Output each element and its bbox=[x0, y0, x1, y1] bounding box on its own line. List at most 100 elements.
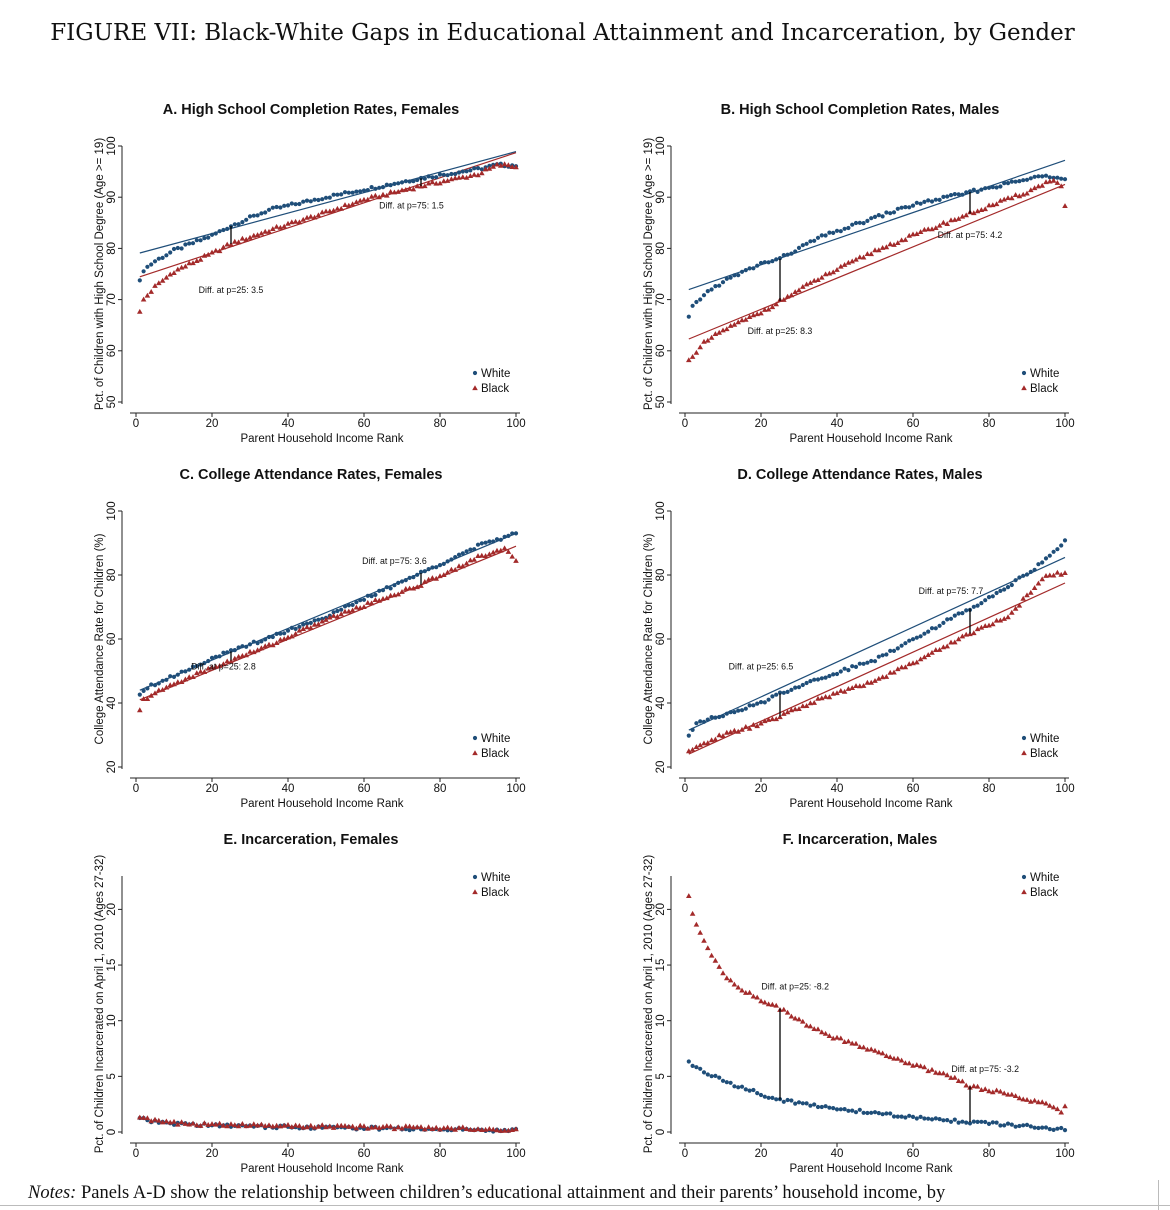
data-point bbox=[898, 664, 905, 670]
data-point bbox=[955, 1078, 962, 1083]
y-tick-label: 0 bbox=[106, 1129, 118, 1135]
data-point bbox=[141, 688, 146, 694]
data-point bbox=[860, 683, 867, 688]
data-point bbox=[879, 674, 886, 680]
data-point bbox=[990, 1089, 996, 1095]
data-point bbox=[853, 664, 859, 670]
data-point bbox=[1039, 182, 1045, 188]
data-point bbox=[240, 220, 245, 225]
data-point bbox=[804, 241, 809, 246]
data-point bbox=[315, 212, 322, 218]
data-point bbox=[240, 644, 245, 649]
data-point bbox=[270, 226, 276, 231]
x-axis-label: Parent Household Income Rank bbox=[789, 1163, 952, 1175]
data-point bbox=[917, 1063, 924, 1069]
data-point bbox=[323, 208, 329, 214]
data-point bbox=[479, 167, 484, 172]
data-point bbox=[1016, 602, 1023, 608]
data-point bbox=[198, 662, 203, 667]
gap-annotation: Diff. at p=25: 8.3 bbox=[748, 326, 813, 336]
data-point bbox=[717, 714, 722, 720]
data-point bbox=[1009, 179, 1014, 184]
data-point bbox=[887, 1054, 893, 1060]
legend-label-white: White bbox=[1030, 733, 1059, 745]
data-point bbox=[475, 542, 481, 547]
data-point bbox=[983, 186, 988, 191]
data-point bbox=[686, 733, 691, 738]
x-tick-label: 100 bbox=[1055, 783, 1074, 795]
data-point bbox=[415, 572, 420, 577]
x-tick-label: 0 bbox=[682, 783, 688, 795]
data-point bbox=[879, 1050, 886, 1056]
data-point bbox=[819, 233, 824, 238]
data-point bbox=[1024, 190, 1030, 196]
data-point bbox=[1005, 614, 1011, 620]
x-tick-label: 40 bbox=[282, 418, 295, 430]
data-point bbox=[975, 189, 980, 194]
data-point bbox=[1012, 1093, 1019, 1098]
data-point bbox=[732, 273, 737, 278]
data-point bbox=[490, 1126, 496, 1132]
data-point bbox=[746, 314, 753, 319]
data-point bbox=[983, 598, 988, 603]
data-point bbox=[1035, 580, 1042, 586]
data-point bbox=[403, 179, 408, 184]
data-point bbox=[1059, 1125, 1064, 1131]
data-point bbox=[716, 329, 722, 335]
y-tick-label: 80 bbox=[655, 569, 667, 582]
data-point bbox=[1020, 595, 1026, 601]
data-point bbox=[842, 666, 847, 671]
data-point bbox=[430, 175, 435, 180]
data-point bbox=[509, 164, 515, 169]
data-point bbox=[482, 553, 489, 558]
data-point bbox=[917, 656, 924, 662]
data-point bbox=[971, 604, 976, 609]
data-point bbox=[838, 1107, 843, 1112]
data-point bbox=[1043, 573, 1049, 578]
data-point bbox=[796, 245, 802, 250]
data-point bbox=[391, 189, 398, 195]
data-point bbox=[1013, 578, 1018, 583]
data-point bbox=[1001, 196, 1007, 202]
data-point bbox=[827, 673, 832, 679]
data-point bbox=[224, 241, 230, 247]
data-point bbox=[232, 238, 238, 244]
data-point bbox=[338, 1122, 344, 1128]
data-point bbox=[254, 647, 261, 653]
x-tick-label: 60 bbox=[358, 418, 371, 430]
data-point bbox=[1002, 587, 1007, 592]
data-point bbox=[281, 636, 287, 641]
data-point bbox=[140, 1115, 147, 1120]
data-point bbox=[137, 707, 143, 713]
data-point bbox=[327, 1123, 333, 1129]
data-point bbox=[784, 709, 791, 715]
data-point bbox=[693, 921, 700, 927]
data-point bbox=[860, 254, 867, 260]
data-point bbox=[224, 1123, 230, 1129]
data-point bbox=[331, 610, 336, 615]
data-point bbox=[452, 1126, 458, 1132]
data-point bbox=[758, 310, 764, 316]
data-point bbox=[735, 984, 741, 990]
data-point bbox=[175, 266, 181, 272]
x-axis-label: Parent Household Income Rank bbox=[240, 798, 403, 810]
panel-title: E. Incarceration, Females bbox=[224, 832, 399, 848]
gap-annotation: Diff. at p=25: 3.5 bbox=[199, 285, 264, 295]
data-point bbox=[1009, 1091, 1015, 1097]
data-point bbox=[705, 1072, 710, 1077]
data-point bbox=[441, 172, 446, 177]
data-point bbox=[865, 218, 870, 223]
data-point bbox=[1001, 616, 1007, 621]
data-point bbox=[349, 1123, 356, 1129]
x-tick-label: 60 bbox=[907, 783, 920, 795]
data-point bbox=[411, 575, 416, 580]
y-tick-label: 100 bbox=[655, 501, 667, 520]
data-point bbox=[846, 225, 851, 231]
data-point bbox=[285, 628, 291, 633]
data-point bbox=[956, 611, 961, 616]
data-point bbox=[407, 1128, 412, 1133]
data-point bbox=[308, 1126, 313, 1131]
x-tick-label: 80 bbox=[983, 783, 996, 795]
data-point bbox=[907, 205, 912, 210]
data-point bbox=[865, 1110, 870, 1116]
